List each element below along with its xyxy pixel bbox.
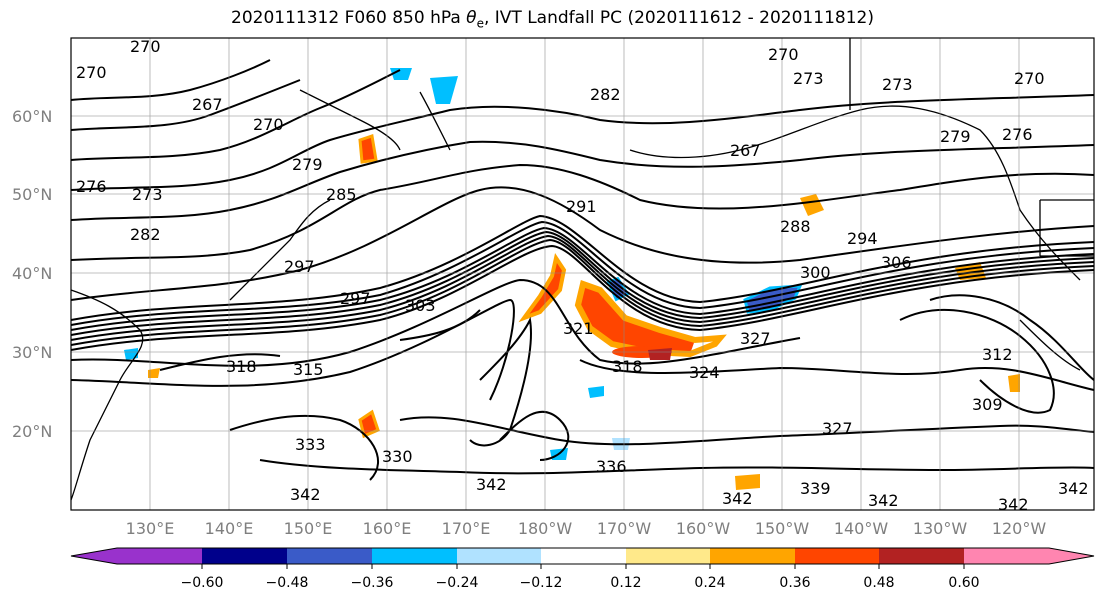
lon-label: 140°W: [834, 519, 889, 538]
lon-label: 120°W: [992, 519, 1047, 538]
map-area: 270 270 270 267 270 273 276 273 282 279 …: [70, 37, 1095, 514]
contour-label: 297: [284, 257, 315, 276]
colorbar-segment: [202, 548, 287, 564]
contour-label: 276: [1002, 125, 1033, 144]
map-frame: [70, 37, 1095, 511]
colorbar-tick-label: −0.60: [181, 575, 224, 591]
colorbar-segment: [710, 548, 795, 564]
contour-label: 279: [940, 127, 971, 146]
contour-label: 339: [800, 479, 831, 498]
contour-label: 285: [326, 185, 357, 204]
theta-e-contours: [70, 59, 1095, 481]
contour-label: 267: [730, 141, 761, 160]
contour-label: 342: [1058, 479, 1089, 498]
contour-label: 342: [722, 489, 753, 508]
contour-label: 288: [780, 217, 811, 236]
contour-label: 270: [768, 45, 799, 64]
contour-label: 324: [689, 363, 720, 382]
colorbar-tick-label: 0.12: [610, 575, 641, 591]
contour-label: 342: [998, 495, 1029, 514]
lon-label: 130°W: [913, 519, 968, 538]
colorbar-segment: [117, 548, 202, 564]
contour-label: 282: [590, 85, 621, 104]
longitude-axis: 130°E 140°E 150°E 160°E 170°E 180°W 170°…: [126, 519, 1047, 538]
contour-label: 297: [340, 289, 371, 308]
latitude-axis: 20°N 30°N 40°N 50°N 60°N: [12, 107, 52, 441]
contour-label: 270: [253, 115, 284, 134]
colorbar-segment: [372, 548, 457, 564]
lon-label: 160°W: [676, 519, 731, 538]
lon-label: 150°E: [284, 519, 333, 538]
colorbar-segment: [287, 548, 372, 564]
contour-label: 276: [76, 177, 107, 196]
lon-label: 170°W: [597, 519, 652, 538]
colorbar-segment: [964, 548, 1049, 564]
lon-label: 140°E: [205, 519, 254, 538]
contour-label: 321: [563, 319, 594, 338]
contour-label: 306: [881, 253, 912, 272]
contour-label: 273: [793, 69, 824, 88]
colorbar-tick-label: 0.48: [863, 575, 894, 591]
colorbar-tick-label: 0.60: [948, 575, 979, 591]
contour-label: 342: [290, 485, 321, 504]
contour-label: 327: [822, 419, 853, 438]
contour-label: 294: [847, 229, 878, 248]
colorbar-segment: [457, 548, 541, 564]
contour-label: 270: [130, 37, 161, 56]
coastlines: [70, 38, 1094, 501]
contour-label: 336: [596, 457, 627, 476]
colorbar-tick-label: 0.24: [694, 575, 725, 591]
colorbar-tick-label: −0.48: [266, 575, 309, 591]
colorbar-extend-high: [1049, 548, 1094, 564]
lat-label: 40°N: [12, 264, 52, 283]
contour-label: 267: [192, 95, 223, 114]
lat-label: 60°N: [12, 107, 52, 126]
contour-label: 282: [130, 225, 161, 244]
contour-label: 312: [982, 345, 1013, 364]
contour-label: 273: [882, 75, 913, 94]
colorbar-tick-label: 0.36: [779, 575, 810, 591]
colorbar-segment: [541, 548, 626, 564]
colorbar-segment: [626, 548, 710, 564]
contour-label: 318: [226, 357, 257, 376]
colorbar-segment: [795, 548, 879, 564]
lon-label: 150°W: [755, 519, 810, 538]
contour-label: 291: [566, 197, 597, 216]
colorbar-tick-label: −0.24: [436, 575, 479, 591]
contour-label: 315: [293, 360, 324, 379]
contour-label: 303: [405, 296, 436, 315]
lat-label: 20°N: [12, 422, 52, 441]
contour-label: 318: [612, 357, 643, 376]
contour-label: 330: [382, 447, 413, 466]
map-title: 2020111312 F060 850 hPa θe, IVT Landfall…: [231, 8, 874, 31]
contour-label: 309: [972, 395, 1003, 414]
contour-label: 273: [132, 185, 163, 204]
gridlines: [71, 38, 1094, 510]
colorbar: −0.60 −0.48 −0.36 −0.24 −0.12 0.12 0.24 …: [70, 547, 1095, 591]
colorbar-tick-label: −0.36: [351, 575, 394, 591]
contour-label: 342: [476, 475, 507, 494]
lon-label: 160°E: [363, 519, 412, 538]
contour-label: 270: [76, 63, 107, 82]
colorbar-outline: [70, 547, 1095, 565]
lat-label: 50°N: [12, 185, 52, 204]
contour-label: 342: [868, 491, 899, 510]
lon-label: 170°E: [442, 519, 491, 538]
colorbar-segment: [879, 548, 964, 564]
colorbar-extend-low: [71, 548, 117, 564]
lon-label: 130°E: [126, 519, 175, 538]
contour-label: 279: [292, 155, 323, 174]
contour-label: 327: [740, 329, 771, 348]
contour-labels: 270 270 270 267 270 273 276 273 282 279 …: [76, 37, 1089, 514]
colorbar-tick-label: −0.12: [520, 575, 563, 591]
contour-label: 300: [800, 263, 831, 282]
lon-label: 180°W: [518, 519, 573, 538]
contour-label: 333: [295, 435, 326, 454]
lat-label: 30°N: [12, 343, 52, 362]
contour-label: 270: [1014, 69, 1045, 88]
